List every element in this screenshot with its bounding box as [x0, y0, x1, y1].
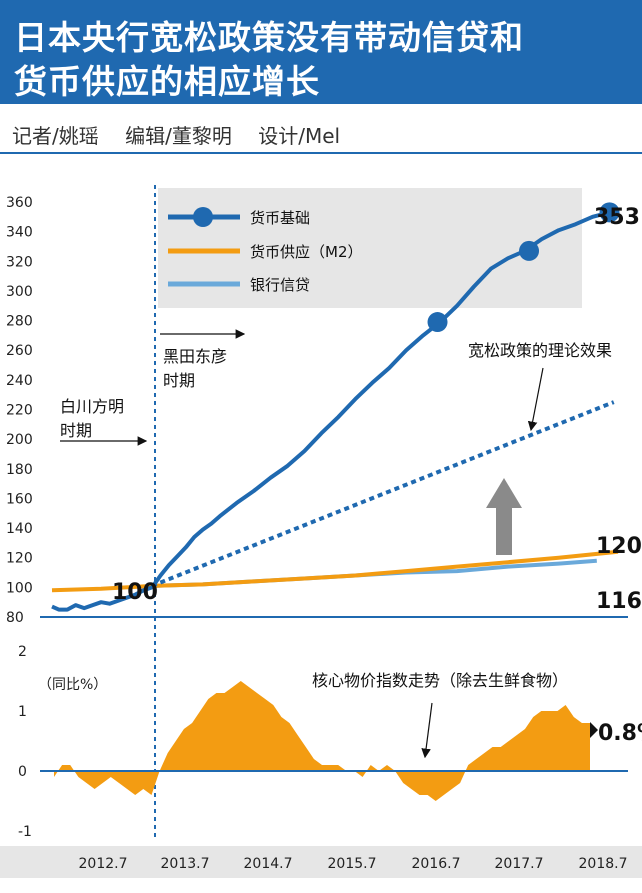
- design-credit: 设计/Mel: [258, 124, 341, 148]
- theoretical-effect-line: [151, 400, 615, 588]
- core-cpi-area: [54, 681, 590, 801]
- lower-y-tick-label: 1: [18, 704, 27, 720]
- x-tick-label: 2014.7: [244, 856, 293, 872]
- x-tick-label: 2015.7: [328, 856, 377, 872]
- upper-y-tick-label: 240: [6, 373, 33, 389]
- kuroda-label-line2: 时期: [163, 371, 195, 390]
- x-tick-labels: 2012.7 2013.7 2014.7 2015.7 2016.7 2017.7 2018…: [79, 856, 628, 872]
- x-tick-label: 2017.7: [495, 856, 544, 872]
- series-line-0: [51, 210, 611, 612]
- lower-y-tick-label: -1: [18, 824, 32, 840]
- upper-y-tick-label: 180: [6, 462, 33, 478]
- upper-y-tick-label: 160: [6, 491, 33, 507]
- legend-label-monetary-base: 货币基础: [250, 209, 310, 227]
- end-label-cpi: 0.8%: [598, 721, 642, 746]
- lower-series: [40, 681, 628, 801]
- upper-y-tick-label: 260: [6, 343, 33, 359]
- end-label-money-supply: 120: [596, 534, 642, 559]
- theory-label: 宽松政策的理论效果: [468, 341, 612, 360]
- upper-y-tick-label: 220: [6, 403, 33, 419]
- kuroda-label-line1: 黑田东彦: [163, 347, 227, 366]
- upper-y-tick-label: 360: [6, 195, 33, 211]
- monetary-base-marker: [519, 240, 540, 261]
- monetary-base-marker: [427, 312, 448, 333]
- cpi-end-marker: [590, 722, 598, 738]
- editor-credit: 编辑/董黎明: [125, 124, 232, 148]
- page-title-line-2: 货币供应的相应增长: [14, 62, 320, 101]
- lower-y-tick-label: 0: [18, 764, 27, 780]
- upper-y-tick-label: 200: [6, 432, 33, 448]
- reporter-credit: 记者/姚瑶: [12, 124, 99, 148]
- cpi-arrow: [421, 702, 433, 759]
- gap-arrow: [486, 478, 522, 555]
- series-line-1: [51, 549, 619, 593]
- upper-y-tick-label: 320: [6, 254, 33, 270]
- upper-y-ticks: 80 100 120 140 160 180 200 220 240 260 280 300 320 34…: [6, 195, 33, 626]
- end-label-bank-credit: 116: [596, 589, 642, 614]
- upper-series: [51, 202, 620, 612]
- credits-divider: [0, 152, 642, 154]
- credits-line: 记者/姚瑶 编辑/董黎明 设计/Mel: [12, 120, 360, 149]
- upper-y-tick-label: 120: [6, 551, 33, 567]
- x-tick-label: 2013.7: [161, 856, 210, 872]
- title-banner: 日本央行宽松政策没有带动信贷和 货币供应的相应增长: [0, 0, 642, 104]
- legend-box: [158, 188, 582, 308]
- shirakawa-label-line1: 白川方明: [60, 397, 124, 416]
- theory-arrow: [527, 367, 544, 432]
- legend-label-money-supply: 货币供应（M2）: [250, 243, 363, 261]
- upper-y-tick-label: 140: [6, 521, 33, 537]
- upper-y-tick-label: 300: [6, 284, 33, 300]
- legend-label-bank-credit: 银行信贷: [250, 276, 310, 294]
- start-value-label: 100: [112, 580, 158, 605]
- lower-y-ticks: 2 1 0 -1: [18, 644, 32, 840]
- page-title-line-1: 日本央行宽松政策没有带动信贷和: [14, 18, 524, 57]
- monetary-base-marker: [599, 202, 620, 223]
- lower-y-tick-label: 2: [18, 644, 27, 660]
- cpi-series-label: 核心物价指数走势（除去生鲜食物）: [312, 671, 568, 690]
- legend-marker-monetary-base: [193, 207, 213, 227]
- x-tick-label: 2018.7: [579, 856, 628, 872]
- legend: 货币基础 货币供应（M2） 银行信贷: [168, 207, 363, 294]
- x-tick-label: 2012.7: [79, 856, 128, 872]
- end-label-monetary-base: 353: [594, 205, 640, 230]
- upper-y-tick-label: 280: [6, 314, 33, 330]
- upper-y-tick-label: 80: [6, 610, 24, 626]
- shirakawa-label-line2: 时期: [60, 421, 92, 440]
- upper-y-tick-label: 340: [6, 225, 33, 241]
- x-tick-label: 2016.7: [412, 856, 461, 872]
- lower-unit-label: （同比%）: [38, 677, 107, 693]
- upper-y-tick-label: 100: [6, 580, 33, 596]
- x-axis-band: [0, 846, 642, 878]
